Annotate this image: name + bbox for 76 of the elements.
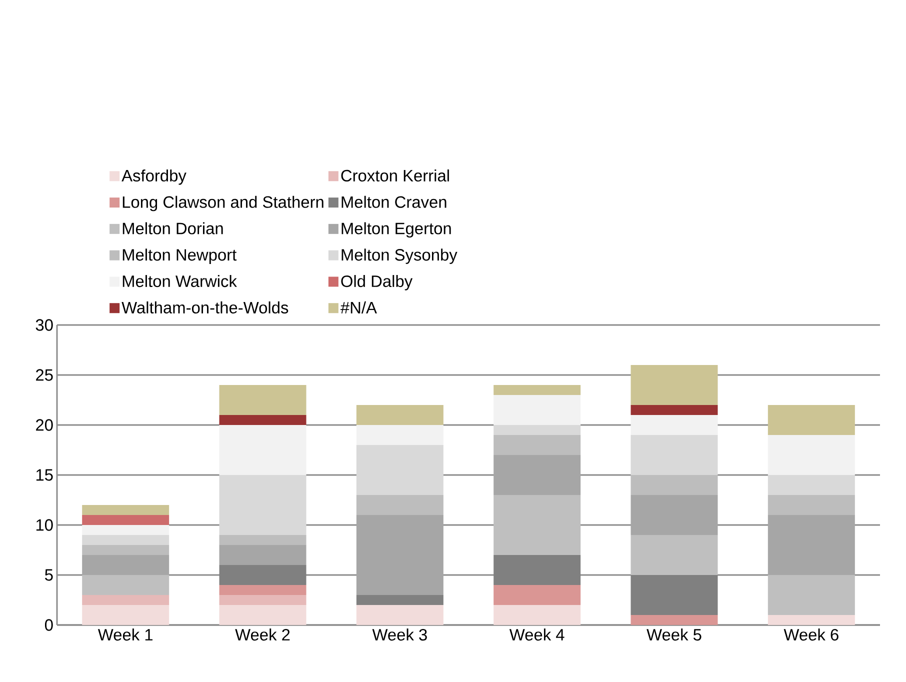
bar <box>494 495 581 555</box>
bar <box>82 595 170 605</box>
bar <box>356 445 444 495</box>
bar <box>82 545 170 555</box>
bar <box>219 585 306 595</box>
bar <box>356 605 444 625</box>
bar <box>630 575 718 615</box>
bar <box>219 545 306 565</box>
bar <box>82 605 170 625</box>
bar <box>768 575 855 615</box>
bar <box>219 535 306 545</box>
bar <box>82 535 170 545</box>
x-tick-label: Week 2 <box>235 628 290 641</box>
bar <box>768 495 855 515</box>
y-tick-label: 10 <box>36 519 53 531</box>
bar <box>768 615 855 625</box>
legend-label: Melton Craven <box>342 196 446 208</box>
y-tick-label: 30 <box>36 319 53 331</box>
legend-label: Melton Dorian <box>122 222 223 234</box>
bar <box>82 525 170 535</box>
bar <box>82 575 170 595</box>
bar <box>768 475 855 495</box>
legend-label: #N/A <box>340 301 377 314</box>
x-tick-label: Week 4 <box>509 628 564 641</box>
x-tick-label: Week 6 <box>784 628 838 641</box>
legend-label: Melton Egerton <box>342 222 451 238</box>
bar <box>356 405 444 425</box>
bar <box>494 555 581 585</box>
y-tick-label: 5 <box>44 569 53 581</box>
bar <box>494 425 581 435</box>
bar <box>219 415 306 425</box>
bar <box>630 615 718 625</box>
x-tick-label: Week 5 <box>646 628 702 641</box>
y-tick-label: 20 <box>36 419 53 431</box>
bar <box>82 505 170 515</box>
bar <box>494 585 581 605</box>
bar <box>630 405 718 415</box>
bar <box>219 595 306 605</box>
legend-label: Melton Warwick <box>122 275 237 288</box>
bar <box>494 455 581 495</box>
bar <box>356 495 444 515</box>
bar <box>768 435 855 475</box>
bar <box>356 515 444 595</box>
bar <box>768 405 855 435</box>
legend-label: Croxton Kerrial <box>341 169 449 182</box>
bar <box>494 605 581 625</box>
bar <box>494 385 581 395</box>
bar <box>219 425 306 475</box>
bar <box>494 395 581 425</box>
legend-label: Old Dalby <box>341 275 413 290</box>
legend-label: Melton Newport <box>122 248 237 264</box>
bar <box>768 515 855 575</box>
legend-label: Asfordby <box>122 169 186 185</box>
legend-label: Waltham-on-the-Wolds <box>122 301 288 314</box>
bar <box>356 425 444 445</box>
bar <box>219 605 306 625</box>
bar <box>219 565 306 585</box>
bar <box>630 495 718 535</box>
bar <box>630 415 718 435</box>
x-tick-label: Week 3 <box>372 628 427 641</box>
legend-label: Melton Sysonby <box>342 248 458 264</box>
bar <box>630 475 718 495</box>
y-tick-label: 25 <box>36 369 53 381</box>
bar <box>219 385 306 415</box>
x-tick-label: Week 1 <box>98 628 152 641</box>
legend-label: Long Clawson and Stathern <box>122 196 324 212</box>
bar <box>494 435 581 455</box>
bar <box>82 515 170 525</box>
bar <box>82 555 170 575</box>
y-tick-label: 0 <box>44 619 53 631</box>
bar <box>356 595 444 605</box>
bar <box>630 435 718 475</box>
bar <box>630 365 718 405</box>
bar <box>219 475 306 535</box>
bar <box>630 535 718 575</box>
y-tick-label: 15 <box>36 469 53 481</box>
